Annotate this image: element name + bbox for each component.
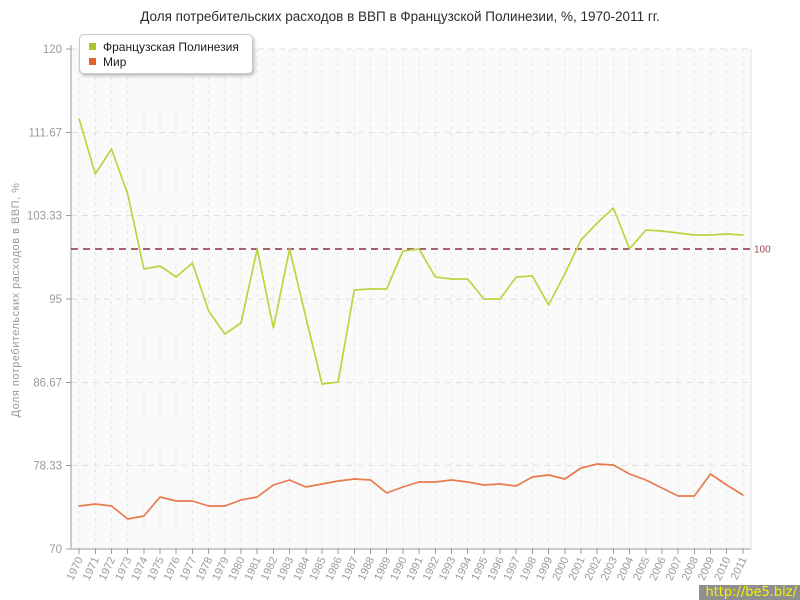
legend: Французская Полинезия Мир xyxy=(79,34,253,74)
svg-text:95: 95 xyxy=(49,294,62,306)
series-swatch-world xyxy=(89,58,96,65)
watermark-link[interactable]: http://be5.biz/ xyxy=(699,585,800,600)
svg-text:2011: 2011 xyxy=(729,555,750,582)
svg-text:120: 120 xyxy=(43,44,62,56)
svg-text:111.67: 111.67 xyxy=(29,127,62,139)
svg-text:78.33: 78.33 xyxy=(33,461,62,473)
legend-label: Мир xyxy=(103,54,127,69)
series-swatch-french-polynesia xyxy=(89,43,96,50)
svg-text:103.33: 103.33 xyxy=(27,211,62,223)
chart-title: Доля потребительских расходов в ВВП в Фр… xyxy=(140,9,660,24)
legend-item-world: Мир xyxy=(89,54,239,69)
legend-label: Французская Полинезия xyxy=(103,39,239,54)
svg-text:100: 100 xyxy=(754,245,771,256)
legend-item-french-polynesia: Французская Полинезия xyxy=(89,39,239,54)
svg-text:70: 70 xyxy=(49,544,62,556)
svg-text:86.67: 86.67 xyxy=(33,377,62,389)
